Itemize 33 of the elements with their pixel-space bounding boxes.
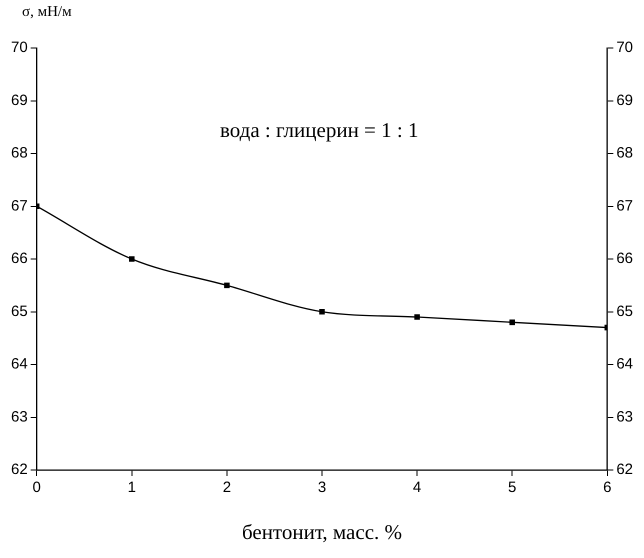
x-tick-label: 6 (603, 479, 612, 496)
y-tick-label: 65 (10, 302, 28, 320)
y-tick-label: 68 (10, 144, 28, 162)
y2-tick-label: 69 (616, 92, 634, 109)
y2-tick-label: 68 (616, 144, 634, 162)
x-tick-label: 0 (32, 479, 41, 496)
x-tick-label: 2 (222, 479, 232, 496)
y2-tick-label: 62 (616, 461, 634, 478)
point (224, 282, 230, 288)
point (129, 256, 135, 262)
y2-tick-label: 64 (616, 356, 634, 373)
annotation: вода : глицерин = 1 : 1 (220, 118, 418, 143)
y2-tick-label: 63 (616, 408, 634, 426)
y-tick-label: 63 (10, 408, 28, 426)
y-tick-label: 64 (10, 356, 28, 373)
x-tick-label: 3 (318, 479, 326, 496)
y-tick-label: 69 (10, 92, 28, 109)
x-tick-label: 5 (508, 479, 516, 496)
y2-tick-label: 65 (616, 302, 634, 320)
y-tick-label: 66 (10, 250, 28, 268)
y-axis-title: σ, мН/м (22, 4, 72, 21)
point (414, 314, 420, 320)
point (319, 308, 325, 315)
y2-tick-label: 66 (616, 250, 634, 268)
y2-tick-label: 70 (616, 39, 634, 56)
y-tick-label: 67 (10, 197, 28, 214)
y-tick-label: 70 (10, 39, 28, 56)
point (509, 320, 515, 326)
y-tick-label: 62 (10, 461, 28, 478)
x-tick-label: 4 (412, 479, 422, 496)
x-axis-title: бентонит, масс. % (240, 520, 404, 545)
y2-tick-label: 67 (616, 197, 634, 214)
x-tick-label: 1 (128, 479, 136, 496)
